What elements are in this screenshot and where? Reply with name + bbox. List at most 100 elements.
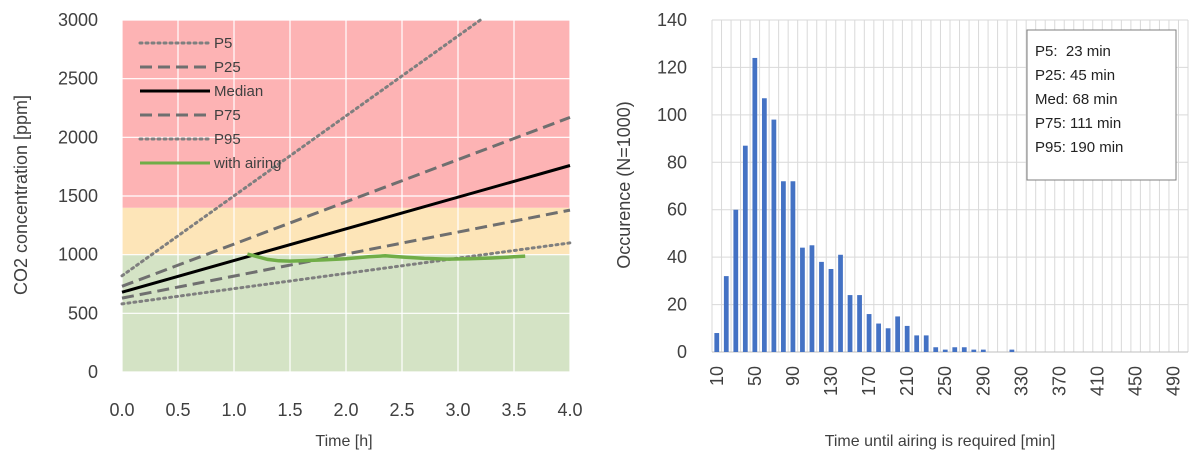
histogram-bar bbox=[714, 333, 720, 352]
left-y-tick-label: 1000 bbox=[58, 245, 98, 265]
right-x-tick-label: 290 bbox=[973, 366, 993, 396]
right-y-tick-label: 60 bbox=[667, 200, 687, 220]
left-legend: P5 P25 Median P75 P95 with airing bbox=[138, 35, 282, 172]
left-y-tick-label: 0 bbox=[88, 362, 98, 382]
histogram-bar bbox=[923, 335, 929, 352]
stats-line: P25: 45 min bbox=[1035, 67, 1115, 84]
left-x-tick-label: 3.5 bbox=[501, 400, 526, 420]
histogram-bar bbox=[971, 349, 977, 352]
left-y-tick-label: 1500 bbox=[58, 186, 98, 206]
histogram-bar bbox=[1009, 349, 1015, 352]
left-y-tick-label: 2000 bbox=[58, 127, 98, 147]
histogram-bar bbox=[885, 328, 891, 352]
histogram-bar bbox=[980, 349, 986, 352]
right-y-axis-title: Occurence (N=1000) bbox=[614, 101, 634, 269]
histogram-bar bbox=[742, 145, 748, 352]
right-x-tick-label: 330 bbox=[1011, 366, 1031, 396]
legend-label: P5 bbox=[214, 35, 232, 52]
right-x-tick-label: 10 bbox=[707, 366, 727, 386]
series-line-with-airing bbox=[246, 252, 526, 263]
left-y-tick-label: 2500 bbox=[58, 69, 98, 89]
legend-label: P25 bbox=[214, 59, 241, 76]
histogram-bar bbox=[790, 181, 796, 352]
right-x-tick-label: 210 bbox=[897, 366, 917, 396]
left-x-tick-label: 1.5 bbox=[277, 400, 302, 420]
right-bars bbox=[714, 57, 1015, 352]
right-x-axis-title: Time until airing is required [min] bbox=[825, 433, 1056, 450]
legend-label: Median bbox=[214, 83, 263, 100]
histogram-bar bbox=[771, 119, 777, 352]
right-y-tick-label: 80 bbox=[667, 152, 687, 172]
co2-line-chart: P5 P25 Median P75 P95 with airing 0 500 1000 150… bbox=[11, 10, 583, 450]
percentile-stats-box: P5: 23 min P25: 45 min Med: 68 min P75: 111… bbox=[1026, 29, 1177, 181]
left-x-tick-label: 3.0 bbox=[445, 400, 470, 420]
left-y-axis-title: CO2 concentration [ppm] bbox=[11, 95, 31, 295]
right-x-tick-label: 250 bbox=[935, 366, 955, 396]
histogram-bar bbox=[933, 347, 939, 352]
left-grid bbox=[121, 19, 571, 373]
right-x-tick-label: 410 bbox=[1088, 366, 1108, 396]
right-y-tick-label: 100 bbox=[657, 105, 687, 125]
histogram-bar bbox=[752, 57, 758, 352]
histogram-bar bbox=[761, 98, 767, 352]
histogram-bar bbox=[819, 261, 824, 352]
histogram-bar bbox=[800, 247, 805, 352]
airing-histogram: 0 20 40 60 80 100 120 140 10 50 90 130 170 210 250 290… bbox=[614, 10, 1189, 450]
right-x-tick-label: 450 bbox=[1126, 366, 1146, 396]
right-y-tick-label: 20 bbox=[667, 295, 687, 315]
histogram-bar bbox=[876, 323, 881, 352]
histogram-bar bbox=[904, 325, 910, 352]
right-y-tick-label: 40 bbox=[667, 247, 687, 267]
right-x-tick-label: 490 bbox=[1164, 366, 1184, 396]
left-y-tick-labels: 0 500 1000 1500 2000 2500 3000 bbox=[58, 10, 98, 382]
histogram-bar bbox=[847, 295, 853, 352]
series-line-p25 bbox=[121, 115, 571, 288]
histogram-bar bbox=[952, 347, 958, 352]
histogram-bar bbox=[723, 276, 729, 352]
stats-line: P95: 190 min bbox=[1035, 139, 1123, 156]
legend-label: P75 bbox=[214, 107, 241, 124]
series-line-p5 bbox=[120, 18, 482, 278]
histogram-bar bbox=[895, 316, 901, 352]
left-x-tick-label: 0.5 bbox=[165, 400, 190, 420]
histogram-bar bbox=[828, 269, 834, 352]
histogram-bar bbox=[914, 335, 920, 352]
legend-label: P95 bbox=[214, 131, 241, 148]
series-line-p95 bbox=[120, 241, 572, 306]
right-y-tick-labels: 0 20 40 60 80 100 120 140 bbox=[657, 10, 687, 362]
histogram-bar bbox=[866, 314, 872, 352]
left-y-tick-label: 3000 bbox=[58, 10, 98, 30]
stats-line: P5: 23 min bbox=[1035, 43, 1111, 60]
left-x-tick-label: 0.0 bbox=[109, 400, 134, 420]
stats-box-frame bbox=[1026, 29, 1177, 181]
histogram-bar bbox=[838, 254, 843, 352]
series-line-p75 bbox=[121, 208, 571, 300]
right-y-tick-label: 0 bbox=[677, 342, 687, 362]
histogram-bar bbox=[942, 349, 948, 352]
left-x-tick-label: 4.0 bbox=[557, 400, 582, 420]
right-x-tick-label: 90 bbox=[783, 366, 803, 386]
histogram-bar bbox=[809, 245, 815, 352]
left-x-tick-label: 2.0 bbox=[333, 400, 358, 420]
stats-line: Med: 68 min bbox=[1035, 91, 1118, 108]
histogram-bar bbox=[781, 181, 786, 352]
stats-line: P75: 111 min bbox=[1035, 115, 1121, 132]
histogram-bar bbox=[857, 295, 862, 352]
left-x-tick-labels: 0.0 0.5 1.0 1.5 2.0 2.5 3.0 3.5 4.0 bbox=[109, 400, 582, 420]
histogram-bar bbox=[961, 347, 967, 352]
left-x-axis-title: Time [h] bbox=[315, 433, 372, 450]
series-line-median bbox=[121, 164, 571, 294]
left-x-tick-label: 1.0 bbox=[221, 400, 246, 420]
right-x-tick-label: 130 bbox=[821, 366, 841, 396]
legend-label: with airing bbox=[213, 155, 282, 172]
left-series-group bbox=[120, 18, 572, 306]
right-y-tick-label: 140 bbox=[657, 10, 687, 30]
right-x-tick-label: 370 bbox=[1050, 366, 1070, 396]
left-x-tick-label: 2.5 bbox=[389, 400, 414, 420]
histogram-bar bbox=[733, 209, 739, 352]
right-x-tick-label: 170 bbox=[859, 366, 879, 396]
left-y-tick-label: 500 bbox=[68, 303, 98, 323]
right-x-tick-label: 50 bbox=[745, 366, 765, 386]
right-x-tick-labels: 10 50 90 130 170 210 250 290 330 370 410 450 490 bbox=[707, 366, 1184, 396]
